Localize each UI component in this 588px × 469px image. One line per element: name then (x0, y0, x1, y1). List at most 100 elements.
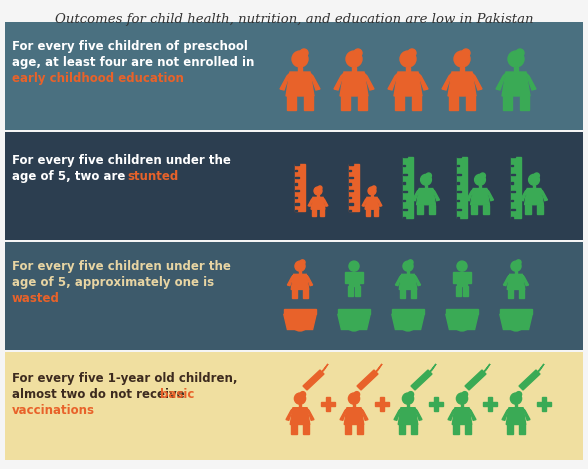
Bar (403, 200, 405, 201)
Bar (406, 67, 410, 72)
Text: age of 5, two are: age of 5, two are (12, 170, 129, 183)
Bar (312, 209, 316, 216)
Bar (302, 289, 308, 298)
Bar (510, 165, 513, 166)
Circle shape (516, 260, 521, 265)
Polygon shape (519, 370, 540, 390)
Bar (303, 424, 309, 434)
Bar (510, 191, 515, 192)
Polygon shape (413, 189, 419, 201)
Bar (446, 309, 478, 314)
Circle shape (508, 51, 524, 67)
Circle shape (403, 317, 413, 328)
Bar (457, 209, 461, 210)
Circle shape (426, 173, 432, 178)
Bar (366, 209, 370, 216)
Bar (403, 165, 405, 166)
Circle shape (300, 49, 308, 57)
Bar (287, 96, 296, 110)
Bar (341, 96, 350, 110)
Circle shape (480, 173, 486, 178)
Polygon shape (308, 198, 313, 206)
Polygon shape (361, 408, 368, 420)
Bar (403, 156, 407, 158)
Polygon shape (524, 189, 543, 205)
Circle shape (457, 261, 467, 271)
Bar (400, 289, 406, 298)
Text: For every five children under the: For every five children under the (12, 260, 231, 273)
Polygon shape (442, 73, 452, 90)
Bar (5, 22, 583, 130)
Bar (520, 96, 529, 110)
Bar (457, 182, 459, 184)
Bar (349, 177, 353, 178)
Circle shape (368, 187, 376, 195)
Circle shape (408, 392, 413, 397)
Circle shape (462, 49, 470, 57)
Polygon shape (507, 274, 525, 289)
Bar (371, 195, 373, 197)
Bar (291, 424, 297, 434)
Polygon shape (482, 364, 490, 374)
Bar (429, 402, 443, 406)
Bar (542, 397, 546, 411)
Bar (348, 286, 353, 296)
Polygon shape (280, 73, 290, 90)
Bar (465, 424, 471, 434)
Circle shape (510, 317, 522, 328)
Bar (5, 352, 583, 460)
Polygon shape (470, 189, 489, 205)
Bar (380, 397, 384, 411)
Circle shape (402, 393, 413, 404)
Polygon shape (377, 198, 382, 206)
Bar (349, 204, 353, 205)
Bar (412, 96, 421, 110)
Circle shape (346, 51, 362, 67)
Text: age of 5, approximately one is: age of 5, approximately one is (12, 276, 214, 289)
Polygon shape (520, 189, 527, 201)
Polygon shape (399, 274, 417, 289)
Bar (403, 174, 407, 175)
Bar (537, 402, 551, 406)
Circle shape (475, 174, 486, 185)
Bar (295, 190, 299, 191)
Bar (407, 271, 409, 274)
Bar (488, 397, 492, 411)
Bar (510, 200, 513, 201)
Circle shape (462, 392, 467, 397)
Polygon shape (288, 275, 293, 286)
Polygon shape (452, 408, 472, 424)
Circle shape (529, 174, 539, 185)
Bar (411, 424, 417, 434)
Bar (410, 289, 416, 298)
Bar (467, 272, 471, 283)
Bar (483, 402, 497, 406)
Bar (519, 424, 525, 434)
Circle shape (457, 317, 467, 328)
Polygon shape (448, 72, 476, 96)
Bar (359, 272, 363, 283)
Circle shape (300, 392, 306, 397)
Polygon shape (487, 189, 493, 201)
Circle shape (400, 51, 416, 67)
Bar (349, 197, 351, 198)
Circle shape (318, 186, 322, 190)
Bar (304, 96, 313, 110)
Polygon shape (340, 72, 368, 96)
Bar (295, 183, 298, 185)
Bar (514, 67, 518, 72)
Bar (519, 289, 524, 298)
Bar (352, 67, 356, 72)
Circle shape (516, 49, 524, 57)
Bar (295, 163, 299, 165)
Bar (299, 404, 302, 408)
Bar (457, 272, 467, 286)
Bar (299, 271, 301, 274)
Polygon shape (433, 189, 439, 201)
Polygon shape (465, 370, 486, 390)
Bar (395, 96, 404, 110)
Polygon shape (392, 314, 424, 330)
Bar (510, 156, 515, 158)
Circle shape (295, 317, 305, 328)
Circle shape (372, 186, 376, 190)
